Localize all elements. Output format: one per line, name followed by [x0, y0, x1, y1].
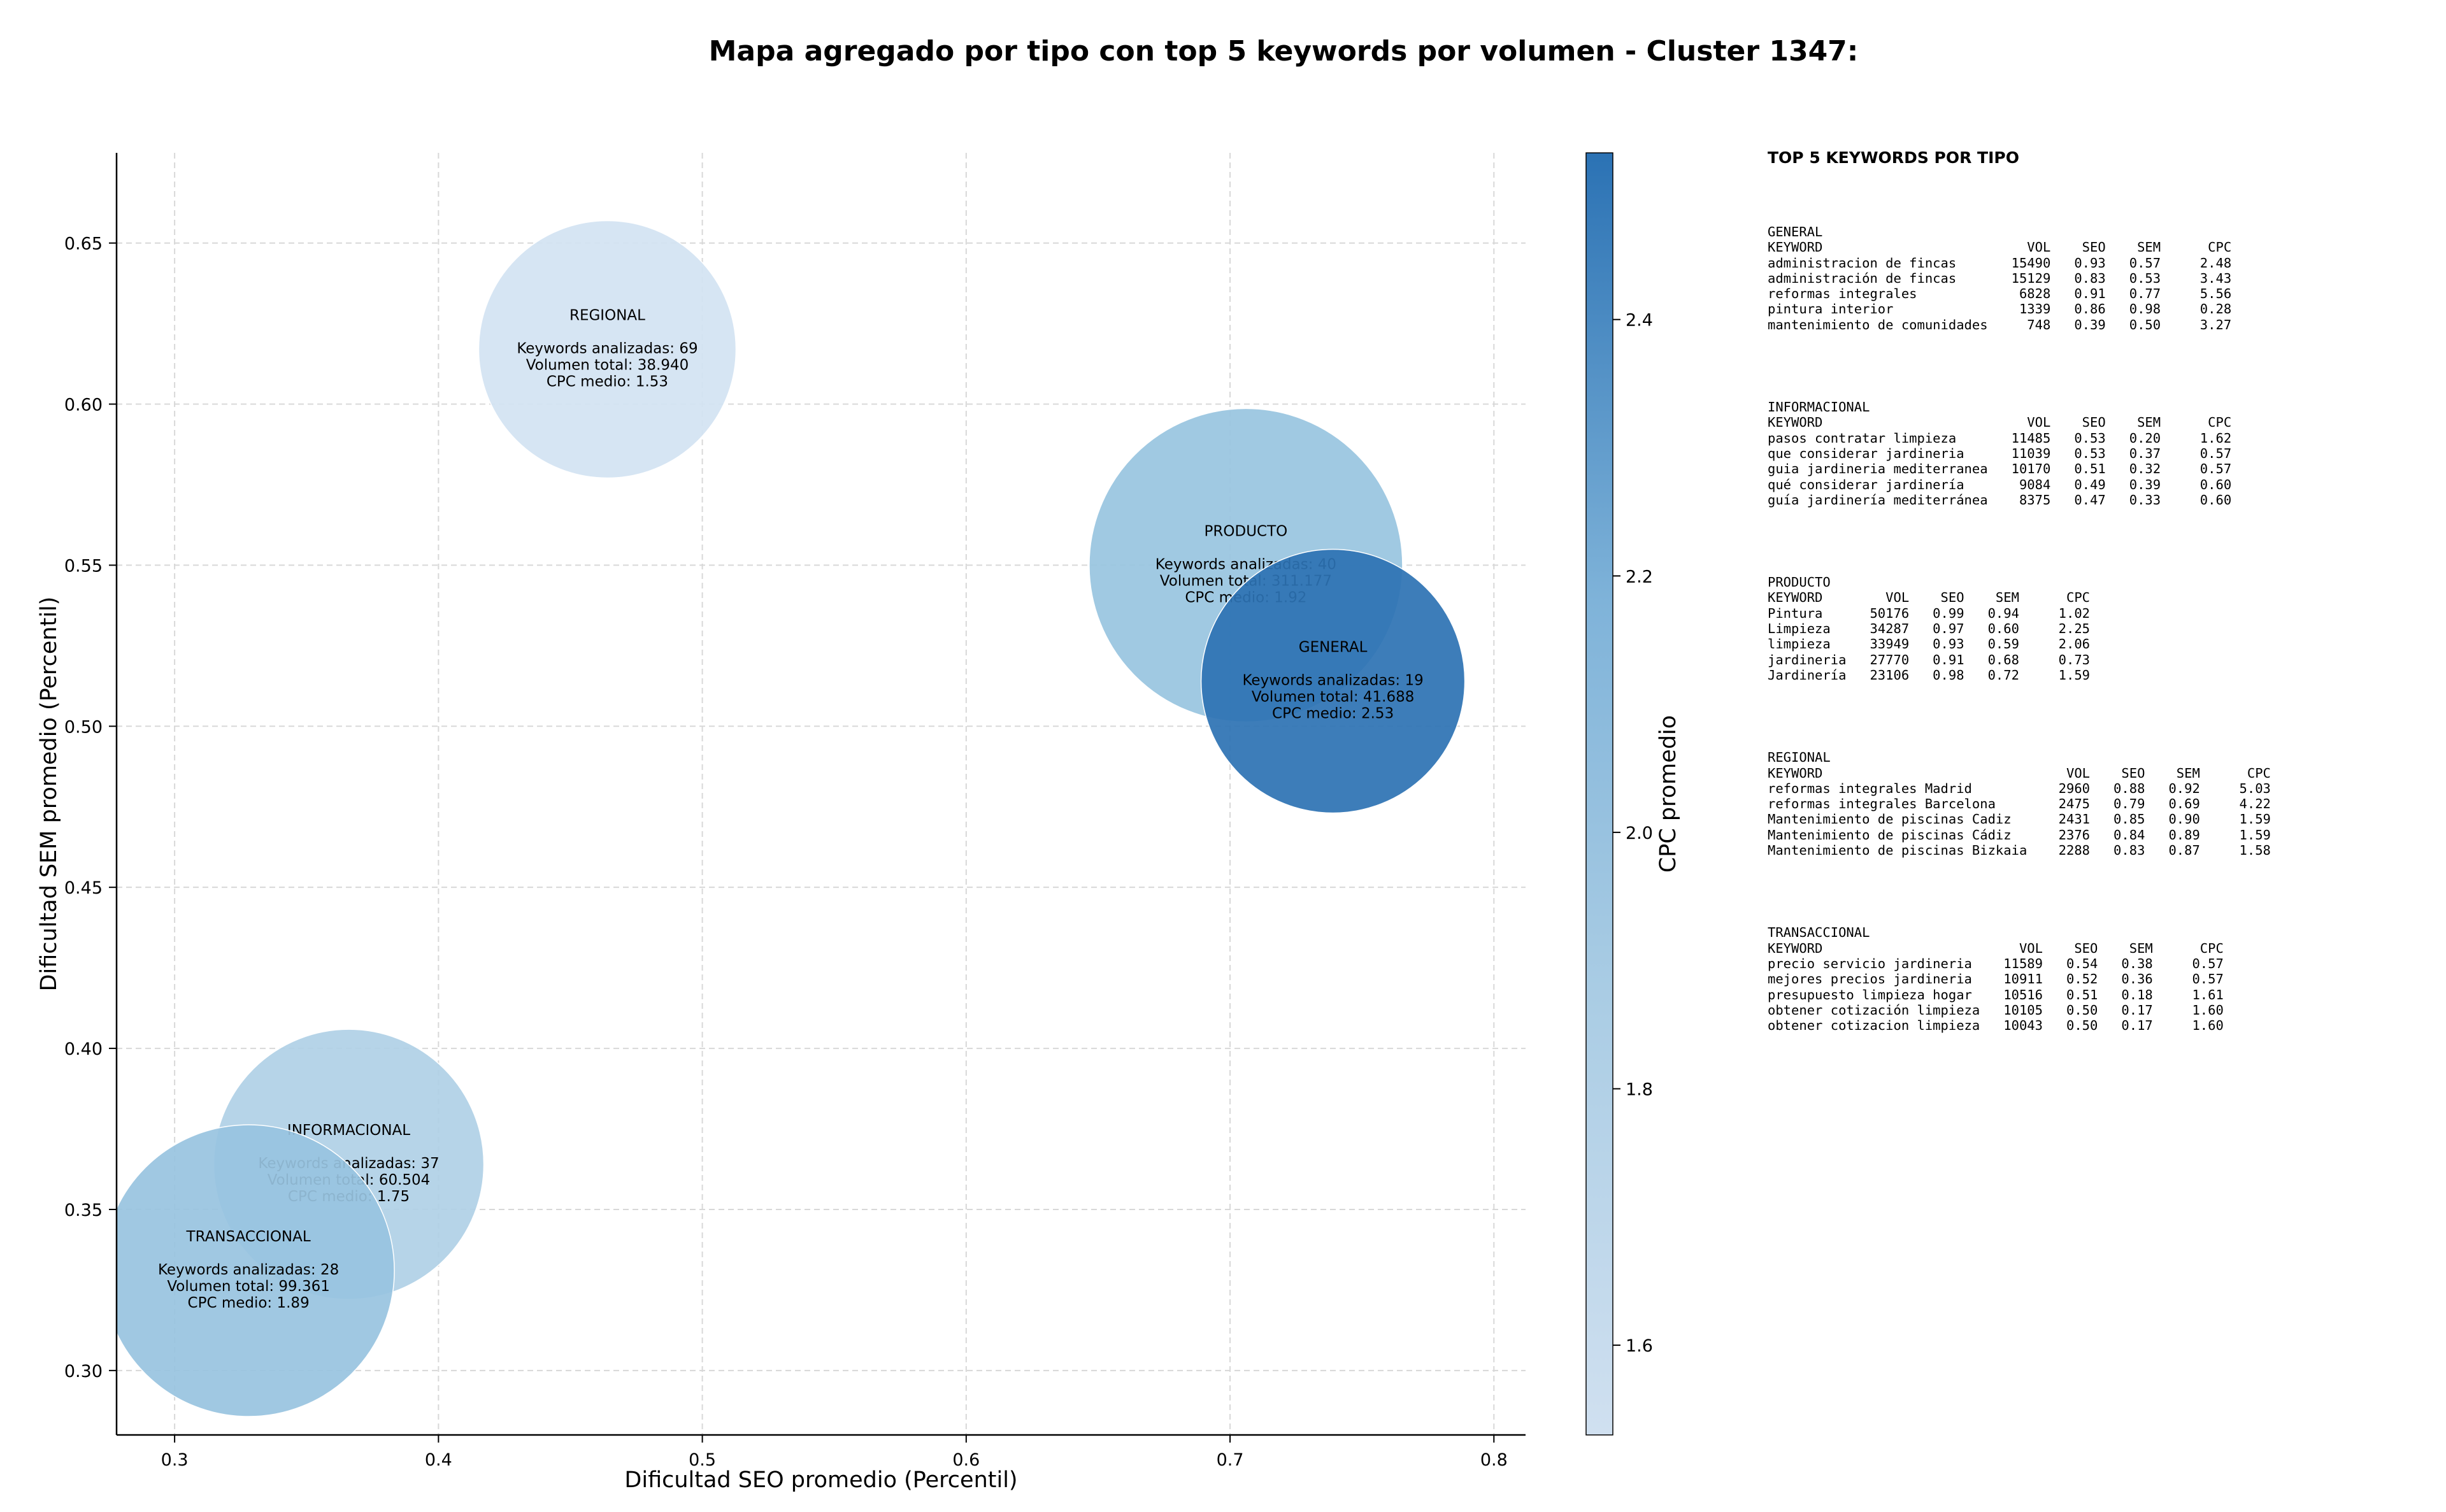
y-axis-label: Dificultad SEM promedio (Percentil): [36, 597, 62, 992]
bubble-type-label: REGIONAL: [569, 308, 645, 324]
x-tick-label: 0.3: [161, 1450, 189, 1470]
bubble-keywords-label: Keywords analizadas: 69: [517, 341, 697, 357]
colorbar-label: CPC promedio: [1656, 715, 1681, 873]
bubble-type-label: GENERAL: [1299, 639, 1368, 655]
keywords-table-text: INFORMACIONAL KEYWORD VOL SEO SEM CPC pa…: [1768, 399, 2232, 508]
top-keywords-panel: TOP 5 KEYWORDS POR TIPO GENERAL KEYWORD …: [1768, 148, 2436, 1033]
y-tick-label: 0.55: [64, 556, 103, 576]
y-tick-label: 0.35: [64, 1201, 103, 1220]
bubble-transaccional: [117, 1124, 395, 1417]
bubble-cpc-label: CPC medio: 1.53: [547, 374, 668, 390]
keywords-table-text: TRANSACCIONAL KEYWORD VOL SEO SEM CPC pr…: [1768, 925, 2224, 1034]
bubble-volume-label: Volumen total: 38.940: [526, 357, 689, 374]
y-tick-label: 0.60: [64, 396, 103, 415]
keywords-block-informacional: INFORMACIONAL KEYWORD VOL SEO SEM CPC pa…: [1768, 399, 2436, 508]
bubble-volume-label: Volumen total: 99.361: [167, 1278, 330, 1295]
top-keywords-title: TOP 5 KEYWORDS POR TIPO: [1768, 148, 2019, 167]
x-axis-label: Dificultad SEO promedio (Percentil): [624, 1467, 1017, 1493]
keywords-block-general: GENERAL KEYWORD VOL SEO SEM CPC administ…: [1768, 224, 2436, 332]
x-tick-label: 0.7: [1217, 1450, 1244, 1470]
x-tick-label: 0.6: [952, 1450, 980, 1470]
x-tick-label: 0.4: [425, 1450, 452, 1470]
y-tick-label: 0.45: [64, 878, 103, 898]
axes: 0.3 0.4 0.5 0.6 0.7 0.8 0.30 0.35 0.40 0.45 0.50 0.…: [36, 153, 1526, 1493]
colorbar-gradient: [1585, 152, 1613, 1436]
y-tick-label: 0.50: [64, 717, 103, 737]
y-tick-label: 0.30: [64, 1362, 103, 1381]
keywords-table-text: REGIONAL KEYWORD VOL SEO SEM CPC reforma…: [1768, 750, 2271, 859]
keywords-block-regional: REGIONAL KEYWORD VOL SEO SEM CPC reforma…: [1768, 750, 2436, 858]
bubble-regional: [478, 220, 737, 479]
keywords-block-producto: PRODUCTO KEYWORD VOL SEO SEM CPC Pintura…: [1768, 574, 2436, 683]
bubble-general: [1200, 548, 1466, 814]
bubble-volume-label: Volumen total: 41.688: [1252, 688, 1415, 705]
bubble-type-label: PRODUCTO: [1205, 523, 1288, 539]
bubble-keywords-label: Keywords analizadas: 19: [1242, 672, 1423, 688]
x-tick-label: 0.5: [689, 1450, 716, 1470]
keywords-table-text: GENERAL KEYWORD VOL SEO SEM CPC administ…: [1768, 224, 2232, 332]
bubble-cpc-label: CPC medio: 1.89: [188, 1295, 310, 1311]
colorbar-tick-label: 2.0: [1626, 824, 1653, 843]
bubble-cpc-label: CPC medio: 2.53: [1272, 705, 1394, 722]
colorbar-tick-label: 2.2: [1626, 567, 1653, 587]
colorbar-tick-label: 2.4: [1626, 311, 1653, 331]
bubble-type-label: TRANSACCIONAL: [186, 1229, 311, 1245]
x-tick-label: 0.8: [1480, 1450, 1508, 1470]
chart-title: Mapa agregado por tipo con top 5 keyword…: [708, 35, 1859, 68]
y-tick-label: 0.65: [64, 234, 103, 254]
bubble-type-label: INFORMACIONAL: [287, 1122, 410, 1139]
bubble-keywords-label: Keywords analizadas: 28: [158, 1262, 339, 1278]
colorbar-tick-label: 1.6: [1626, 1336, 1653, 1356]
colorbar: 1.6 1.8 2.0 2.2 2.4 CPC promedio: [1585, 152, 1681, 1436]
y-tick-label: 0.40: [64, 1039, 103, 1059]
keywords-block-transaccional: TRANSACCIONAL KEYWORD VOL SEO SEM CPC pr…: [1768, 925, 2436, 1033]
bubble-group-transaccional: TRANSACCIONAL Keywords analizadas: 28Volu…: [117, 1124, 395, 1417]
keywords-table-text: PRODUCTO KEYWORD VOL SEO SEM CPC Pintura…: [1768, 574, 2091, 683]
colorbar-tick-label: 1.8: [1626, 1080, 1653, 1099]
